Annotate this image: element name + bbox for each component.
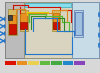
Bar bbox=[5, 2, 99, 58]
Bar bbox=[17, 61, 27, 65]
Bar bbox=[40, 61, 50, 65]
Bar bbox=[72, 2, 99, 58]
Bar bbox=[5, 61, 16, 65]
Bar bbox=[28, 61, 39, 65]
Bar bbox=[53, 13, 59, 29]
Bar bbox=[9, 24, 16, 34]
Bar bbox=[75, 12, 82, 35]
Bar bbox=[24, 2, 72, 58]
Bar bbox=[20, 13, 27, 29]
Bar bbox=[53, 22, 59, 29]
Bar bbox=[20, 10, 28, 31]
Bar bbox=[8, 15, 12, 20]
Bar bbox=[74, 10, 83, 36]
Bar bbox=[20, 22, 27, 29]
Bar bbox=[9, 15, 16, 34]
Bar bbox=[63, 61, 73, 65]
Bar bbox=[5, 2, 24, 58]
Bar bbox=[51, 61, 62, 65]
Bar bbox=[25, 3, 71, 7]
Bar bbox=[74, 61, 85, 65]
Bar bbox=[8, 9, 17, 35]
Bar bbox=[52, 10, 60, 31]
